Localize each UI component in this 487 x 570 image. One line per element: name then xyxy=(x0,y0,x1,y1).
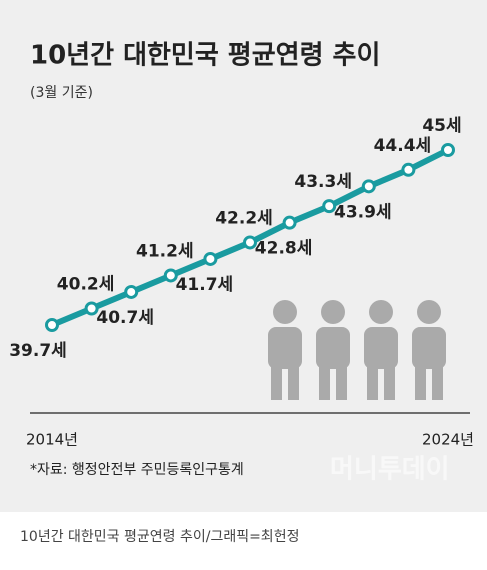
data-point xyxy=(243,235,257,250)
chart-title: 10년간 대한민국 평균연령 추이 xyxy=(30,41,380,71)
data-label: 41.2세 xyxy=(136,241,194,261)
data-label: 43.3세 xyxy=(294,172,352,192)
data-point xyxy=(84,301,99,316)
data-point xyxy=(45,318,59,332)
data-point xyxy=(124,284,139,299)
chart-background xyxy=(0,0,487,512)
data-label: 39.7세 xyxy=(9,341,67,361)
data-point xyxy=(441,143,455,157)
data-point xyxy=(282,215,297,230)
data-label: 42.8세 xyxy=(255,239,313,259)
data-point xyxy=(401,162,416,177)
watermark: 머니투데이 xyxy=(330,455,450,485)
data-point xyxy=(322,199,337,214)
data-point xyxy=(361,179,376,194)
people-illustration xyxy=(268,300,446,400)
source: *자료: 행정안전부 주민등록인구통계 xyxy=(30,462,244,478)
data-label: 40.2세 xyxy=(57,274,115,294)
data-point xyxy=(163,268,178,283)
caption: 10년간 대한민국 평균연령 추이/그래픽=최헌정 xyxy=(20,529,299,545)
data-label: 41.7세 xyxy=(176,275,234,295)
data-label: 43.9세 xyxy=(334,202,392,222)
data-label: 44.4세 xyxy=(374,136,432,156)
data-label: 42.2세 xyxy=(215,208,273,228)
chart-subtitle: (3월 기준) xyxy=(30,85,93,101)
x-tick-label: 2024년 xyxy=(422,431,474,449)
data-label: 40.7세 xyxy=(96,308,154,328)
data-point xyxy=(203,251,218,266)
x-tick-label: 2014년 xyxy=(26,431,78,449)
data-label: 45세 xyxy=(422,116,461,136)
